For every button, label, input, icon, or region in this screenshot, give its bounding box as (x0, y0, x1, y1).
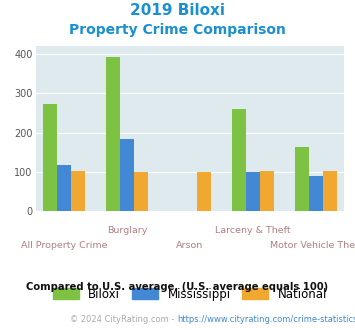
Bar (43, 104, 57, 211)
Text: Property Crime Comparison: Property Crime Comparison (69, 23, 286, 37)
Text: 2019 Biloxi: 2019 Biloxi (130, 3, 225, 18)
Text: Larceny & Theft: Larceny & Theft (215, 226, 291, 235)
Text: Compared to U.S. average. (U.S. average equals 100): Compared to U.S. average. (U.S. average … (26, 282, 329, 292)
Bar (197, 172, 211, 211)
Bar (260, 171, 274, 211)
Text: All Property Crime: All Property Crime (21, 241, 107, 250)
Bar (309, 176, 323, 211)
Bar (106, 57, 120, 211)
Text: © 2024 CityRating.com -: © 2024 CityRating.com - (71, 315, 178, 324)
Bar (323, 171, 337, 211)
Bar (232, 109, 246, 211)
Text: Motor Vehicle Theft: Motor Vehicle Theft (270, 241, 355, 250)
Text: Arson: Arson (176, 241, 203, 250)
Bar (71, 171, 84, 211)
Bar (57, 165, 71, 211)
Bar (295, 147, 309, 211)
Bar (246, 172, 260, 211)
Bar (134, 172, 148, 211)
Text: Burglary: Burglary (107, 226, 147, 235)
Legend: Biloxi, Mississippi, National: Biloxi, Mississippi, National (48, 283, 332, 306)
Bar (120, 139, 134, 211)
Text: https://www.cityrating.com/crime-statistics/: https://www.cityrating.com/crime-statist… (178, 315, 355, 324)
